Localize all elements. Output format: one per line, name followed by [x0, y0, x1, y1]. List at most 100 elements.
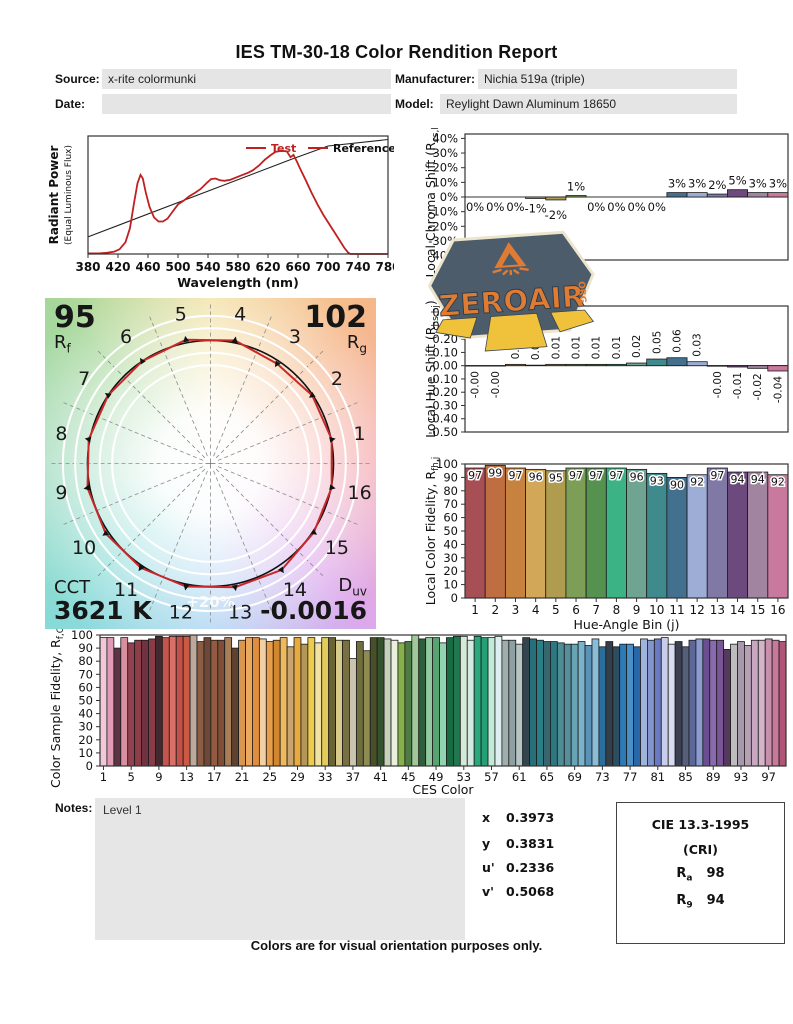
- svg-text:Local Color Fidelity, Rfh,j: Local Color Fidelity, Rfh,j: [423, 457, 441, 605]
- svg-text:4: 4: [532, 603, 540, 617]
- svg-text:12: 12: [690, 603, 705, 617]
- svg-text:-0.04: -0.04: [772, 376, 784, 403]
- svg-text:9: 9: [155, 770, 162, 784]
- svg-text:4: 4: [234, 303, 246, 325]
- svg-text:16: 16: [770, 603, 785, 617]
- svg-text:80: 80: [78, 654, 93, 668]
- manufacturer-label: Manufacturer:: [395, 72, 476, 86]
- svg-text:25: 25: [262, 770, 277, 784]
- footer-disclaimer: Colors are for visual orientation purpos…: [250, 938, 543, 953]
- svg-text:7: 7: [78, 368, 90, 390]
- svg-text:93: 93: [650, 474, 664, 487]
- svg-text:30: 30: [443, 551, 458, 565]
- svg-text:15: 15: [750, 603, 765, 617]
- rg-value: 102: [304, 300, 367, 335]
- svg-text:30%: 30%: [432, 146, 458, 160]
- svg-text:-0.02: -0.02: [752, 373, 764, 400]
- manufacturer-value: Nichia 519a (triple): [484, 72, 585, 86]
- zeroair-badge-icon: ZEROAIR ORG: [428, 230, 595, 352]
- svg-text:40%: 40%: [432, 131, 458, 145]
- svg-text:0%: 0%: [587, 200, 605, 214]
- svg-text:50: 50: [443, 524, 458, 538]
- svg-text:13: 13: [710, 603, 725, 617]
- source-value: x-rite colormunki: [108, 72, 197, 86]
- rf-value-block: 95 Rf: [54, 300, 96, 356]
- svg-text:500: 500: [165, 260, 190, 274]
- color-vector-graphic: 1 2 3 4 5 6 7 8 9 10 11 12 13 14 15 16 +20% 95 Rf 102 Rg…: [45, 298, 376, 629]
- svg-text:96: 96: [630, 470, 644, 483]
- cri-box: CIE 13.3-1995 (CRI) Ra 98 R9 94: [616, 802, 785, 944]
- svg-text:2%: 2%: [708, 178, 726, 192]
- source-label: Source:: [55, 72, 100, 86]
- cri-subtitle: (CRI): [683, 842, 718, 857]
- svg-text:10: 10: [649, 603, 664, 617]
- svg-text:0%: 0%: [648, 200, 666, 214]
- zeroair-watermark: ZEROAIR ORG: [422, 216, 601, 364]
- svg-text:97: 97: [589, 469, 603, 482]
- svg-text:0.05: 0.05: [651, 331, 663, 354]
- svg-text:95: 95: [549, 472, 563, 485]
- svg-text:5: 5: [175, 303, 187, 325]
- svg-text:5: 5: [552, 603, 560, 617]
- svg-text:1%: 1%: [567, 180, 585, 194]
- svg-text:1: 1: [100, 770, 107, 784]
- svg-text:9: 9: [633, 603, 641, 617]
- svg-text:-0.01: -0.01: [732, 372, 744, 399]
- local-hue-shift-chart: 0.400.300.200.100.00-0.10-0.20-0.30-0.40…: [423, 300, 789, 439]
- duv-value-block: Duv -0.0016: [260, 574, 367, 625]
- svg-text:20: 20: [443, 564, 458, 578]
- notes-value: Level 1: [103, 803, 142, 817]
- svg-text:57: 57: [484, 770, 499, 784]
- svg-text:Hue-Angle Bin (j): Hue-Angle Bin (j): [574, 617, 680, 632]
- svg-text:2: 2: [491, 603, 499, 617]
- svg-text:8: 8: [613, 603, 621, 617]
- chromaticity-u: u' 0.2336: [482, 860, 555, 875]
- svg-text:6: 6: [572, 603, 580, 617]
- svg-text:-0.40: -0.40: [428, 412, 458, 426]
- svg-text:8: 8: [55, 423, 67, 445]
- svg-text:92: 92: [690, 476, 704, 489]
- svg-text:94: 94: [731, 473, 745, 486]
- svg-text:0.01: 0.01: [550, 336, 562, 359]
- svg-text:620: 620: [255, 260, 280, 274]
- svg-text:77: 77: [623, 770, 638, 784]
- svg-text:540: 540: [195, 260, 220, 274]
- svg-text:3: 3: [289, 326, 301, 348]
- cri-title: CIE 13.3-1995: [651, 817, 750, 832]
- svg-text:10: 10: [443, 578, 458, 592]
- report-title: IES TM-30-18 Color Rendition Report: [235, 42, 558, 62]
- svg-text:1: 1: [354, 423, 366, 445]
- manufacturer-field: Nichia 519a (triple): [478, 69, 737, 89]
- svg-text:3%: 3%: [769, 177, 787, 191]
- chromaticity-y: y 0.3831: [482, 836, 555, 851]
- svg-text:-10%: -10%: [428, 205, 458, 219]
- cct-value-block: CCT 3621 K: [54, 577, 152, 623]
- svg-text:0.20: 0.20: [432, 332, 458, 346]
- svg-text:90: 90: [78, 641, 93, 655]
- svg-text:0%: 0%: [486, 200, 504, 214]
- svg-text:37: 37: [346, 770, 361, 784]
- svg-text:53: 53: [456, 770, 471, 784]
- svg-text:+20%: +20%: [186, 593, 234, 611]
- date-label: Date:: [55, 97, 86, 111]
- svg-text:0.01: 0.01: [591, 336, 603, 359]
- svg-text:CES Color: CES Color: [412, 782, 474, 797]
- svg-text:380: 380: [75, 260, 100, 274]
- model-label: Model:: [395, 97, 434, 111]
- svg-text:11: 11: [669, 603, 684, 617]
- svg-text:21: 21: [235, 770, 250, 784]
- cct-label: CCT: [54, 577, 91, 599]
- svg-text:81: 81: [650, 770, 665, 784]
- svg-text:96: 96: [529, 470, 543, 483]
- svg-text:29: 29: [290, 770, 305, 784]
- svg-text:0.03: 0.03: [692, 333, 704, 356]
- svg-text:0.02: 0.02: [631, 335, 643, 358]
- rg-value-block: 102 Rg: [304, 300, 367, 356]
- svg-text:-0.00: -0.00: [490, 371, 502, 398]
- svg-text:99: 99: [488, 466, 502, 479]
- svg-text:45: 45: [401, 770, 416, 784]
- svg-text:40: 40: [78, 707, 93, 721]
- svg-text:20: 20: [78, 733, 93, 747]
- svg-text:700: 700: [315, 260, 340, 274]
- svg-text:60: 60: [443, 511, 458, 525]
